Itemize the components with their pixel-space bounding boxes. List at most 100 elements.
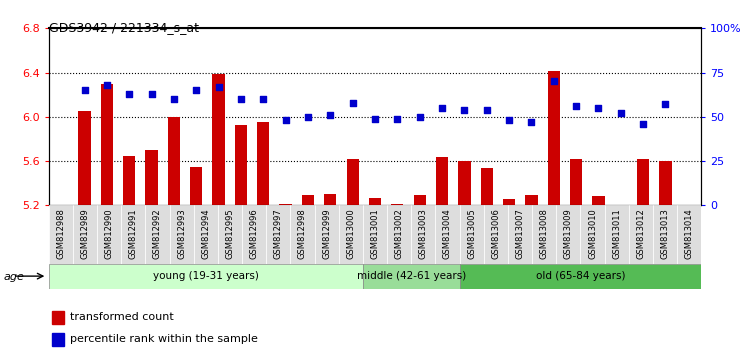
Bar [218, 205, 242, 264]
Bar [242, 205, 266, 264]
Text: GSM813000: GSM813000 [346, 208, 355, 259]
Text: GDS3942 / 221334_s_at: GDS3942 / 221334_s_at [49, 21, 199, 34]
Text: middle (42-61 years): middle (42-61 years) [356, 271, 466, 281]
Bar [637, 159, 650, 205]
Bar [122, 205, 146, 264]
Text: GSM813001: GSM813001 [370, 208, 380, 259]
Point [637, 121, 649, 127]
Bar [436, 205, 460, 264]
Bar [604, 205, 628, 264]
Text: GSM812995: GSM812995 [226, 208, 235, 259]
Bar [266, 205, 290, 264]
Point [302, 114, 314, 120]
Bar [411, 205, 436, 264]
Text: old (65-84 years): old (65-84 years) [536, 271, 626, 281]
Bar [570, 159, 582, 205]
Bar [190, 167, 202, 205]
Bar [280, 204, 292, 205]
Bar [458, 161, 470, 205]
Bar [363, 205, 387, 264]
Point [414, 114, 426, 120]
Point [280, 118, 292, 123]
Text: GSM813004: GSM813004 [443, 208, 452, 259]
Bar [548, 72, 560, 205]
Point [257, 96, 269, 102]
Text: GSM813005: GSM813005 [467, 208, 476, 259]
Point [324, 112, 336, 118]
Bar [481, 168, 493, 205]
Bar [73, 205, 97, 264]
Bar [460, 264, 701, 289]
Bar [49, 264, 363, 289]
Point [392, 116, 404, 121]
Text: GSM813003: GSM813003 [419, 208, 428, 259]
Bar [556, 205, 580, 264]
Point [570, 103, 582, 109]
Text: age: age [4, 272, 25, 282]
Text: GSM812994: GSM812994 [201, 208, 210, 259]
Text: GSM812993: GSM812993 [177, 208, 186, 259]
Bar [392, 204, 404, 205]
Point [168, 96, 180, 102]
Bar [97, 205, 122, 264]
Text: GSM812990: GSM812990 [105, 208, 114, 259]
Text: GSM812996: GSM812996 [250, 208, 259, 259]
Bar [146, 205, 170, 264]
Bar [508, 205, 532, 264]
Bar [212, 74, 225, 205]
Bar [100, 84, 113, 205]
Point [615, 110, 627, 116]
Bar [387, 205, 411, 264]
Bar [302, 195, 314, 205]
Point [346, 100, 358, 105]
Text: GSM813014: GSM813014 [685, 208, 694, 259]
Point [146, 91, 158, 97]
Bar [628, 205, 653, 264]
Text: GSM813011: GSM813011 [612, 208, 621, 259]
Point [548, 79, 560, 84]
Bar [592, 196, 604, 205]
Point [458, 107, 470, 113]
Text: GSM813012: GSM813012 [636, 208, 645, 259]
Text: percentile rank within the sample: percentile rank within the sample [70, 335, 257, 344]
Point [592, 105, 604, 111]
Bar [324, 194, 337, 205]
Bar [123, 155, 136, 205]
Bar [290, 205, 314, 264]
Text: GSM812998: GSM812998 [298, 208, 307, 259]
Point [436, 105, 448, 111]
Point [101, 82, 113, 88]
Bar [413, 195, 426, 205]
Point [123, 91, 135, 97]
Point [212, 84, 224, 90]
Text: transformed count: transformed count [70, 312, 173, 322]
Text: young (19-31 years): young (19-31 years) [153, 271, 259, 281]
Point [190, 87, 202, 93]
Bar [436, 157, 448, 205]
Point [79, 87, 91, 93]
Point [503, 118, 515, 123]
Text: GSM812991: GSM812991 [129, 208, 138, 259]
Bar [49, 205, 73, 264]
Point [235, 96, 247, 102]
Text: GSM813009: GSM813009 [564, 208, 573, 259]
Bar [484, 205, 508, 264]
Bar [659, 161, 671, 205]
Text: GSM813002: GSM813002 [394, 208, 404, 259]
Bar [168, 117, 180, 205]
Bar [460, 205, 484, 264]
Bar [52, 311, 64, 324]
Text: GSM812989: GSM812989 [80, 208, 89, 259]
Point [526, 119, 538, 125]
Text: GSM812988: GSM812988 [56, 208, 65, 259]
Bar [503, 199, 515, 205]
Bar [369, 198, 381, 205]
Text: GSM813008: GSM813008 [540, 208, 549, 259]
Bar [146, 150, 158, 205]
Bar [580, 205, 604, 264]
Bar [235, 125, 247, 205]
Bar [170, 205, 194, 264]
Bar [194, 205, 218, 264]
Text: GSM813006: GSM813006 [491, 208, 500, 259]
Bar [532, 205, 556, 264]
